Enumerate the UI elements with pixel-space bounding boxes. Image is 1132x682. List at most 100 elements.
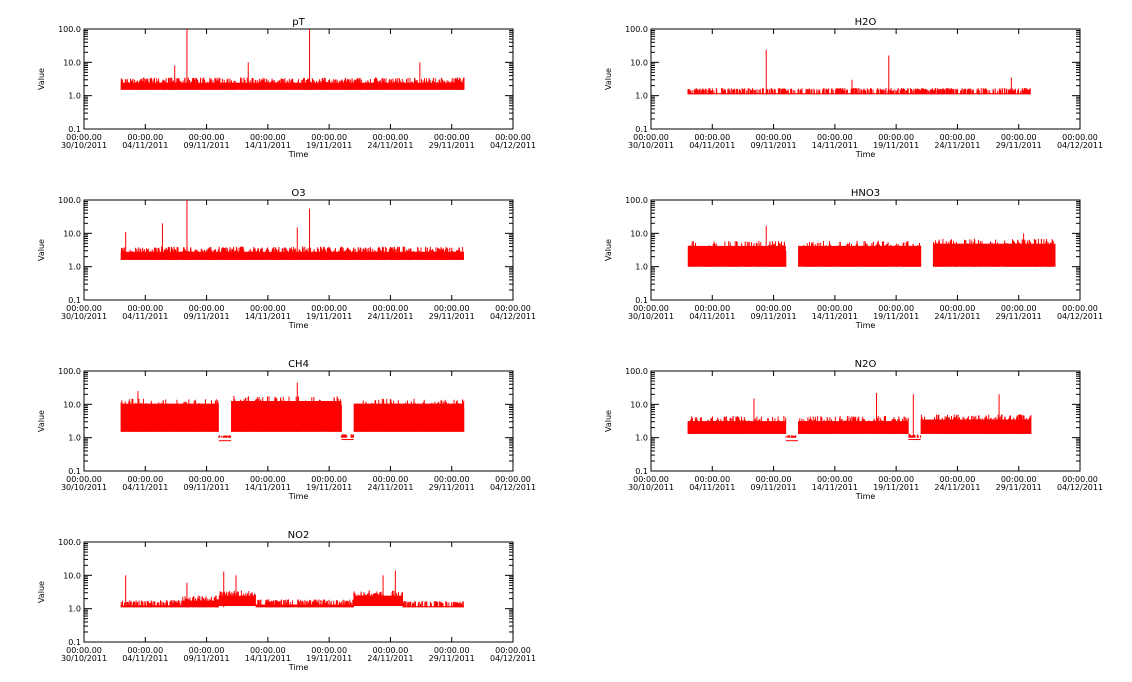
x-tick-time: 00:00.00 bbox=[189, 304, 225, 313]
y-tick-label: 1.0 bbox=[635, 263, 648, 272]
x-tick-time: 00:00.00 bbox=[878, 304, 914, 313]
data-series bbox=[687, 49, 1031, 95]
plot-frame bbox=[83, 370, 514, 472]
x-tick-time: 00:00.00 bbox=[694, 133, 730, 142]
x-tick-date: 04/11/2011 bbox=[122, 312, 168, 321]
x-tick-time: 00:00.00 bbox=[1001, 475, 1037, 484]
x-tick-time: 00:00.00 bbox=[250, 646, 286, 655]
x-tick-time: 00:00.00 bbox=[940, 475, 976, 484]
x-tick-time: 00:00.00 bbox=[66, 304, 102, 313]
y-tick-label: 100.0 bbox=[625, 196, 648, 205]
x-axis: 00:00.00 30/10/2011 00:00.00 04/11/2011 … bbox=[628, 29, 1103, 150]
y-tick-label: 1.0 bbox=[68, 434, 81, 443]
y-tick-label: 100.0 bbox=[625, 367, 648, 376]
data-noise bbox=[687, 88, 1031, 95]
x-tick-date: 30/10/2011 bbox=[61, 141, 107, 150]
x-tick-time: 00:00.00 bbox=[373, 646, 409, 655]
x-tick-date: 14/11/2011 bbox=[245, 483, 291, 492]
x-axis-label: Time bbox=[855, 492, 876, 501]
x-tick-date: 04/12/2011 bbox=[1057, 312, 1103, 321]
x-tick-time: 00:00.00 bbox=[66, 646, 102, 655]
x-tick-date: 04/11/2011 bbox=[122, 141, 168, 150]
chart-panel-h2o: H2O 0.1 1.0 10.0 100.0 00:00.00 30/10/20… bbox=[604, 17, 1103, 159]
x-tick-time: 00:00.00 bbox=[756, 475, 792, 484]
y-axis-label: Value bbox=[37, 581, 46, 603]
y-tick-label: 0.1 bbox=[635, 467, 648, 476]
x-tick-date: 04/11/2011 bbox=[689, 141, 735, 150]
chart-panel-n2o: N2O 0.1 1.0 10.0 100.0 00:00.00 30/10/20… bbox=[604, 359, 1103, 501]
chart-title: pT bbox=[292, 17, 305, 28]
data-noise bbox=[182, 595, 219, 608]
x-tick-date: 14/11/2011 bbox=[245, 654, 291, 663]
x-tick-date: 09/11/2011 bbox=[184, 654, 230, 663]
x-tick-date: 30/10/2011 bbox=[61, 483, 107, 492]
chart-panel-ch4: CH4 0.1 1.0 10.0 100.0 00:00.00 30/10/20… bbox=[37, 359, 536, 501]
x-tick-date: 29/11/2011 bbox=[996, 483, 1042, 492]
x-tick-time: 00:00.00 bbox=[189, 475, 225, 484]
y-tick-label: 1.0 bbox=[635, 434, 648, 443]
x-axis-label: Time bbox=[288, 663, 309, 672]
x-tick-date: 04/12/2011 bbox=[490, 654, 536, 663]
x-tick-date: 24/11/2011 bbox=[934, 483, 980, 492]
chart-title: HNO3 bbox=[851, 188, 880, 199]
x-tick-time: 00:00.00 bbox=[66, 133, 102, 142]
x-tick-time: 00:00.00 bbox=[495, 646, 531, 655]
x-tick-date: 30/10/2011 bbox=[628, 483, 674, 492]
chart-title: NO2 bbox=[288, 530, 310, 541]
y-tick-label: 10.0 bbox=[63, 571, 81, 580]
x-tick-date: 14/11/2011 bbox=[812, 483, 858, 492]
y-tick-label: 100.0 bbox=[58, 367, 81, 376]
data-noise bbox=[231, 395, 342, 432]
x-axis: 00:00.00 30/10/2011 00:00.00 04/11/2011 … bbox=[628, 371, 1103, 492]
y-tick-label: 10.0 bbox=[63, 400, 81, 409]
data-noise bbox=[354, 398, 465, 432]
x-tick-time: 00:00.00 bbox=[940, 133, 976, 142]
y-tick-label: 100.0 bbox=[58, 538, 81, 547]
y-tick-label: 100.0 bbox=[625, 25, 648, 34]
x-tick-date: 04/11/2011 bbox=[122, 483, 168, 492]
x-tick-time: 00:00.00 bbox=[311, 133, 347, 142]
plot-frame bbox=[83, 199, 514, 301]
x-tick-date: 24/11/2011 bbox=[367, 654, 413, 663]
y-axis: 0.1 1.0 10.0 100.0 bbox=[58, 25, 513, 134]
x-tick-date: 29/11/2011 bbox=[429, 654, 475, 663]
data-band bbox=[785, 440, 799, 442]
x-tick-time: 00:00.00 bbox=[311, 304, 347, 313]
x-tick-time: 00:00.00 bbox=[940, 304, 976, 313]
x-tick-date: 19/11/2011 bbox=[306, 654, 352, 663]
x-tick-time: 00:00.00 bbox=[434, 475, 470, 484]
x-tick-time: 00:00.00 bbox=[311, 646, 347, 655]
chart-panel-o3: O3 0.1 1.0 10.0 100.0 00:00.00 30/10/201… bbox=[37, 188, 536, 330]
chart-panel-pt: pT 0.1 1.0 10.0 100.0 00:00.00 30/10/201… bbox=[37, 17, 536, 159]
x-tick-time: 00:00.00 bbox=[878, 133, 914, 142]
x-tick-date: 04/11/2011 bbox=[689, 312, 735, 321]
x-tick-date: 24/11/2011 bbox=[367, 141, 413, 150]
data-band bbox=[341, 439, 354, 441]
x-tick-date: 09/11/2011 bbox=[184, 483, 230, 492]
x-axis-label: Time bbox=[855, 150, 876, 159]
x-tick-time: 00:00.00 bbox=[311, 475, 347, 484]
y-axis-label: Value bbox=[604, 68, 613, 90]
data-noise bbox=[353, 590, 403, 606]
x-tick-time: 00:00.00 bbox=[434, 133, 470, 142]
x-tick-time: 00:00.00 bbox=[1062, 133, 1098, 142]
x-tick-date: 29/11/2011 bbox=[429, 483, 475, 492]
x-axis: 00:00.00 30/10/2011 00:00.00 04/11/2011 … bbox=[61, 29, 536, 150]
chart-title: O3 bbox=[291, 188, 305, 199]
x-tick-time: 00:00.00 bbox=[434, 646, 470, 655]
x-tick-time: 00:00.00 bbox=[817, 133, 853, 142]
x-tick-time: 00:00.00 bbox=[817, 475, 853, 484]
plot-frame bbox=[650, 199, 1081, 301]
x-axis-label: Time bbox=[288, 321, 309, 330]
x-tick-time: 00:00.00 bbox=[1001, 304, 1037, 313]
x-axis-label: Time bbox=[288, 150, 309, 159]
y-tick-label: 10.0 bbox=[630, 58, 648, 67]
x-tick-date: 19/11/2011 bbox=[873, 312, 919, 321]
x-tick-date: 09/11/2011 bbox=[751, 312, 797, 321]
data-noise bbox=[340, 433, 354, 438]
x-tick-time: 00:00.00 bbox=[1001, 133, 1037, 142]
y-tick-label: 1.0 bbox=[68, 605, 81, 614]
data-noise bbox=[218, 590, 256, 606]
x-tick-date: 24/11/2011 bbox=[367, 483, 413, 492]
